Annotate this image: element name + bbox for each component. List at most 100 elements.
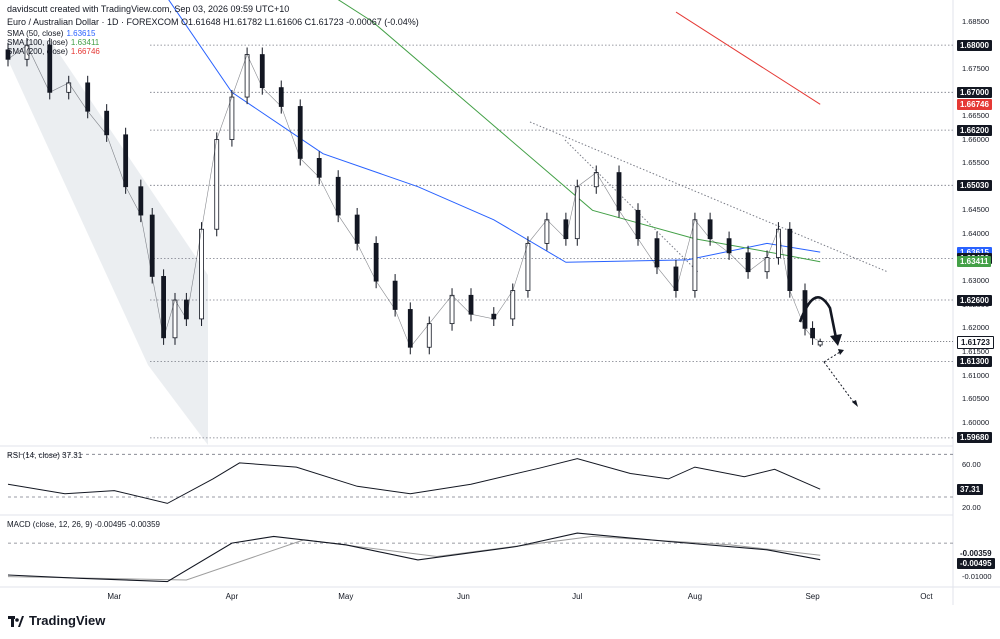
candle-body xyxy=(161,276,167,339)
symbol-ohlc-line[interactable]: Euro / Australian Dollar · 1D · FOREXCOM… xyxy=(7,17,419,27)
credit-text: davidscutt created with TradingView.com,… xyxy=(7,4,290,14)
candle-body xyxy=(335,176,341,216)
candle-body xyxy=(316,158,322,178)
candle-body xyxy=(138,186,144,216)
price-tick-label: 1.67500 xyxy=(962,63,990,73)
macd-value-tag: -0.00495 xyxy=(957,557,995,569)
price-tick-label: 1.60500 xyxy=(962,394,990,404)
price-tick-label: 1.60000 xyxy=(962,417,990,427)
sma200-legend[interactable]: SMA (200, close) 1.66746 xyxy=(7,47,100,56)
macd-signal-line xyxy=(7,535,821,581)
projection-arrow-dotted-up xyxy=(823,351,841,363)
candle-body xyxy=(563,219,569,240)
projection-arrow-bold xyxy=(798,296,838,339)
candle-body xyxy=(407,309,413,348)
candle-body xyxy=(764,257,770,273)
candle-body xyxy=(510,290,516,320)
price-tick-label: 1.64000 xyxy=(962,228,990,238)
candle-body xyxy=(354,214,360,244)
candle-body xyxy=(673,266,679,291)
price-level-tag: 1.65030 xyxy=(957,179,992,191)
macd-legend[interactable]: MACD (close, 12, 26, 9) -0.00495 -0.0035… xyxy=(7,520,160,529)
price-tick-label: 1.64500 xyxy=(962,205,990,215)
time-tick-label: Jun xyxy=(456,592,470,601)
candle-body xyxy=(654,238,660,268)
price-tick-label: 1.61000 xyxy=(962,370,990,380)
sma100-legend[interactable]: SMA (100, close) 1.63411 xyxy=(7,38,100,47)
candle-body xyxy=(149,214,155,277)
macd-line xyxy=(7,532,821,583)
time-tick-label: Sep xyxy=(805,592,820,601)
time-tick-label: Aug xyxy=(687,592,703,601)
candle-body xyxy=(214,139,220,230)
candle-body xyxy=(468,294,474,315)
sma100-line xyxy=(337,0,821,263)
candle-body xyxy=(66,82,72,93)
candle-body xyxy=(229,96,235,140)
candle-body xyxy=(787,228,793,291)
rsi-value-tag: 37.31 xyxy=(957,483,984,495)
price-tick-label: 1.68500 xyxy=(962,16,990,26)
candle-body xyxy=(525,242,531,291)
candle-body xyxy=(707,219,713,240)
rsi-tick-label: 60.00 xyxy=(962,460,981,469)
price-level-tag: 1.68000 xyxy=(957,39,992,51)
tradingview-logo-icon xyxy=(8,615,24,628)
descending-trendline xyxy=(529,121,889,273)
candle-body xyxy=(85,82,91,112)
price-level-tag: 1.62600 xyxy=(957,294,992,306)
price-level-tag: 1.59680 xyxy=(957,432,992,444)
candle-body xyxy=(745,252,751,273)
tradingview-logo[interactable]: TradingView xyxy=(8,613,105,628)
candle-body xyxy=(297,106,303,159)
time-tick-label: May xyxy=(338,592,354,601)
candle-body xyxy=(278,87,284,107)
candle-body xyxy=(104,110,110,136)
rsi-line xyxy=(7,458,821,504)
macd-tick-label: -0.01000 xyxy=(962,571,992,581)
candle-body xyxy=(123,134,129,188)
candle-body xyxy=(692,219,698,291)
price-close-path xyxy=(7,44,821,348)
candle-body xyxy=(199,228,204,320)
candle-body xyxy=(726,238,732,254)
rsi-tick-label: 20.00 xyxy=(962,502,981,512)
price-level-tag: 1.63411 xyxy=(957,256,992,268)
time-tick-label: Apr xyxy=(225,592,239,601)
sma50-legend[interactable]: SMA (50, close) 1.63615 xyxy=(7,29,96,38)
price-level-tag: 1.61723 xyxy=(957,335,994,349)
candle-body xyxy=(635,209,641,240)
candle-body xyxy=(259,54,265,89)
price-level-tag: 1.61300 xyxy=(957,355,992,367)
price-tick-label: 1.61500 xyxy=(962,346,990,356)
price-tick-label: 1.65500 xyxy=(962,158,990,168)
candle-body xyxy=(392,280,398,310)
candle-body xyxy=(776,228,781,258)
rsi-legend[interactable]: RSI (14, close) 37.31 xyxy=(7,451,83,460)
price-tick-label: 1.63000 xyxy=(962,276,990,286)
candle-body xyxy=(449,294,455,325)
price-level-tag: 1.66746 xyxy=(957,98,992,110)
candle-body xyxy=(544,219,550,244)
time-tick-label: Jul xyxy=(572,592,583,601)
candle-body xyxy=(616,172,622,211)
time-tick-label: Mar xyxy=(107,592,122,601)
candle-body xyxy=(426,323,432,348)
time-tick-label: Oct xyxy=(920,592,933,601)
price-level-tag: 1.66200 xyxy=(957,124,992,136)
macd-signal-tag: -0.00359 xyxy=(957,548,995,560)
price-level-tag: 1.63615 xyxy=(957,246,992,258)
price-tick-label: 1.66000 xyxy=(962,134,990,144)
candle-body xyxy=(244,54,250,98)
projection-arrowhead xyxy=(830,334,842,346)
bear-channel-drawing xyxy=(8,40,208,445)
price-tick-label: 1.66500 xyxy=(962,110,990,120)
sma200-line xyxy=(675,11,821,105)
candle-body xyxy=(373,242,379,282)
indicator-legend: SMA (50, close) 1.63615 SMA (100, close) 1… xyxy=(7,29,100,56)
candle-body xyxy=(817,341,823,346)
price-level-tag: 1.67000 xyxy=(957,86,992,98)
price-tick-label: 1.62000 xyxy=(962,323,990,333)
projection-arrow-dotted-down xyxy=(823,361,856,405)
